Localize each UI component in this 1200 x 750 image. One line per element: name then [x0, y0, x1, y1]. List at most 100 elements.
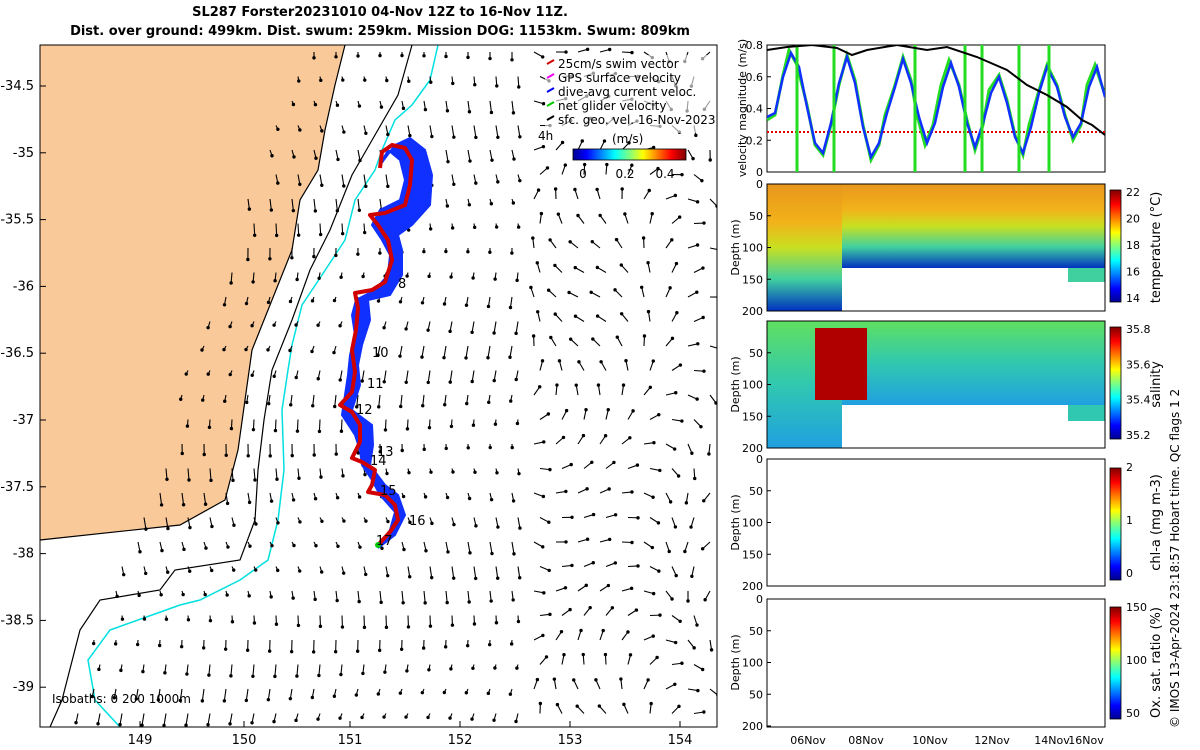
- current-arrow-head: [514, 719, 518, 724]
- current-arrow-head: [650, 545, 655, 550]
- current-arrow-head: [97, 667, 101, 672]
- current-arrow-head: [270, 154, 274, 158]
- current-arrow-head: [702, 221, 706, 225]
- current-arrow-head: [361, 671, 365, 676]
- current-arrow-head: [585, 487, 589, 491]
- map-frame: [39, 44, 718, 728]
- current-arrow-head: [273, 674, 277, 679]
- current-arrow-head: [707, 452, 711, 456]
- depth-tick-label: 200: [742, 442, 763, 455]
- current-arrow: [274, 664, 277, 677]
- current-arrow-head: [408, 575, 412, 579]
- temperature-section-end: [1068, 268, 1105, 282]
- current-arrow-head: [298, 182, 302, 186]
- current-arrow-head: [294, 375, 298, 380]
- current-arrow-head: [340, 231, 345, 236]
- current-arrow-head: [630, 490, 634, 494]
- current-arrow-head: [398, 300, 403, 304]
- current-arrow-head: [471, 423, 476, 427]
- current-arrow: [225, 492, 229, 504]
- current-arrow-head: [585, 537, 590, 541]
- velocity-y-tick-label: 0.8: [746, 39, 764, 52]
- legend-label: net glider velocity: [558, 99, 666, 113]
- current-arrow: [467, 100, 470, 112]
- map-x-ticks: 149 150 151 152 153 154: [128, 721, 692, 748]
- current-arrow: [427, 370, 431, 383]
- current-arrow-head: [247, 207, 252, 211]
- current-arrow-head: [207, 673, 211, 677]
- glider-current-position: [375, 542, 381, 548]
- current-arrow-head: [511, 111, 516, 115]
- current-arrow-head: [187, 478, 191, 482]
- map-y-tick-label: -35.5: [0, 213, 34, 228]
- current-arrow-head: [546, 412, 551, 416]
- current-arrow: [467, 590, 470, 603]
- current-arrow-head: [273, 428, 278, 433]
- current-arrow-head: [471, 276, 475, 280]
- current-arrow-head: [122, 572, 126, 577]
- current-arrow-head: [549, 335, 553, 340]
- current-arrow-head: [334, 452, 338, 456]
- current-arrow-head: [292, 543, 296, 548]
- current-arrow: [487, 345, 491, 358]
- current-arrow-head: [421, 404, 425, 408]
- current-arrow-head: [428, 227, 433, 231]
- current-arrow-head: [489, 599, 493, 603]
- current-arrow-head: [531, 334, 536, 338]
- current-arrow-head: [291, 498, 296, 502]
- legend-label: dive-avg current veloc.: [558, 85, 696, 99]
- current-arrow-head: [225, 593, 229, 597]
- colorbar-tick-label: 35.2: [1126, 429, 1151, 442]
- current-arrow: [319, 223, 322, 235]
- current-arrow-head: [342, 571, 346, 575]
- current-arrow-head: [567, 290, 571, 295]
- current-arrow-head: [509, 642, 514, 646]
- coastline-isobath-0: [40, 45, 346, 541]
- current-arrow-head: [443, 645, 448, 649]
- current-arrow-head: [360, 379, 364, 383]
- current-arrow-head: [420, 355, 424, 359]
- current-arrow-head: [247, 594, 251, 598]
- map-x-tick-label: 149: [128, 733, 153, 748]
- current-arrow-head: [581, 433, 586, 438]
- current-arrow-head: [160, 548, 164, 553]
- colorbar-tick-label: 16: [1126, 266, 1140, 279]
- current-arrow-head: [201, 398, 205, 402]
- chla-panel: [766, 458, 1122, 587]
- current-arrow: [230, 272, 233, 284]
- current-arrow-head: [452, 135, 456, 139]
- current-arrow-head: [398, 354, 402, 358]
- current-arrow-head: [508, 305, 513, 310]
- current-arrow-head: [318, 232, 323, 237]
- depth-tick-label: 100: [742, 657, 763, 670]
- glider-velocity-gaps: [795, 45, 1051, 172]
- current-arrow-head: [288, 299, 293, 304]
- current-arrow-head: [473, 82, 477, 87]
- legend-swatch: [546, 87, 555, 93]
- current-arrow-head: [493, 277, 497, 281]
- current-arrow: [334, 394, 337, 407]
- current-arrow-head: [568, 607, 572, 612]
- current-arrow: [517, 566, 521, 578]
- current-arrow: [247, 198, 250, 210]
- current-arrow-head: [556, 212, 561, 216]
- current-arrow-head: [228, 372, 232, 377]
- current-arrow-head: [338, 378, 342, 382]
- current-arrow: [471, 370, 475, 382]
- velocity-y-tick-label: 0.4: [746, 103, 764, 116]
- current-arrow-head: [514, 377, 518, 382]
- current-arrow-head: [449, 275, 453, 279]
- current-arrow: [405, 370, 409, 383]
- current-arrow-head: [422, 54, 426, 58]
- current-arrow-head: [630, 540, 634, 545]
- current-arrow: [429, 566, 433, 578]
- current-arrow-head: [382, 325, 386, 330]
- current-arrow: [267, 688, 271, 700]
- isobaths-label: Isobaths: 0 200 1000m: [52, 692, 191, 706]
- current-arrow-head: [226, 545, 230, 549]
- current-arrow-head: [74, 720, 78, 725]
- current-arrow: [517, 125, 521, 137]
- current-arrow-head: [206, 325, 210, 330]
